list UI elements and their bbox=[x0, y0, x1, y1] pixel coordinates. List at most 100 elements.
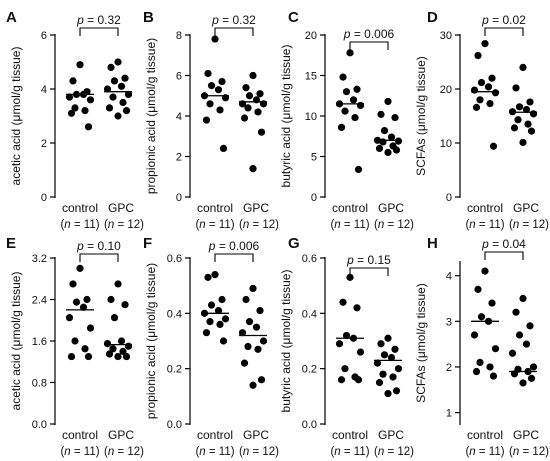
panel-d-point-gpc bbox=[514, 116, 522, 124]
panel-a-point-gpc bbox=[110, 77, 119, 85]
panel-g-ytick-label: 0.4 bbox=[302, 308, 317, 320]
panel-h-ytick-label: 4 bbox=[446, 271, 452, 283]
panel-h-point-gpc bbox=[512, 308, 520, 316]
panel-d-category-label: control bbox=[467, 201, 503, 215]
panel-e-p-value: p = 0.10 bbox=[76, 239, 121, 253]
panel-e-p-bracket bbox=[79, 253, 119, 262]
panel-h-point-control bbox=[489, 372, 498, 380]
panel-e-point-control bbox=[69, 280, 77, 288]
panel-f-point-gpc bbox=[249, 381, 257, 389]
panel-a-n-label: (n = 12) bbox=[104, 219, 144, 231]
panel-a-ytick-label: 2 bbox=[41, 138, 47, 150]
panel-f-n-label: (n = 11) bbox=[195, 446, 234, 458]
panel-f-ylabel: propionic acid (μmol/g tissue) bbox=[144, 263, 158, 419]
panel-e-ytick-label: 1.6 bbox=[32, 336, 47, 348]
panel-c-category-label: GPC bbox=[378, 201, 404, 215]
panel-f-point-control bbox=[221, 315, 230, 323]
panel-d-point-gpc bbox=[512, 84, 520, 92]
panel-g-point-gpc bbox=[384, 334, 392, 342]
panel-b-ytick-label: 4 bbox=[176, 111, 182, 123]
panel-e-point-gpc bbox=[110, 314, 119, 322]
panel-d-category-label: GPC bbox=[513, 201, 539, 215]
panel-b-point-control bbox=[204, 69, 212, 78]
panel-g-point-gpc bbox=[392, 387, 401, 395]
panel-c-ytick-label: 0 bbox=[311, 192, 317, 204]
panel-f-point-gpc bbox=[242, 295, 250, 304]
panel-h-point-control bbox=[474, 285, 482, 293]
panel-d-point-control bbox=[474, 51, 482, 60]
panel-e-ytick-label: 0.8 bbox=[32, 378, 47, 390]
panel-g-point-gpc bbox=[384, 389, 392, 398]
panel-h-n-label: (n = 12) bbox=[509, 446, 549, 458]
panel-g-p-bracket bbox=[349, 267, 389, 276]
panel-e-point-control bbox=[83, 295, 91, 304]
panel-g-point-gpc bbox=[387, 354, 396, 362]
panel-a-p-bracket bbox=[79, 27, 119, 36]
panel-d-p-value: p = 0.02 bbox=[481, 13, 526, 27]
panel-e-point-gpc bbox=[109, 345, 117, 353]
panel-d-ytick-label: 30 bbox=[440, 30, 452, 42]
panel-c-point-gpc bbox=[379, 138, 387, 146]
panel-d-point-control bbox=[470, 86, 479, 94]
panel-d-point-gpc bbox=[527, 127, 536, 135]
panel-d-ylabel: SCFAs (μmol/g tissue) bbox=[414, 56, 428, 176]
panel-c-point-control bbox=[354, 165, 363, 174]
panel-g-point-control bbox=[342, 331, 351, 340]
panel-d-n-label: (n = 12) bbox=[509, 219, 549, 231]
panel-g-letter: G bbox=[288, 235, 300, 252]
panel-g-point-gpc bbox=[373, 359, 382, 367]
panel-c-point-control bbox=[356, 101, 365, 110]
panel-b-point-control bbox=[214, 86, 223, 94]
panel-b-point-control bbox=[216, 106, 224, 114]
panel-e-point-control bbox=[72, 298, 81, 306]
panel-h-point-control bbox=[491, 345, 500, 353]
panel-d-n-label: (n = 11) bbox=[465, 219, 504, 231]
panel-a-point-gpc bbox=[122, 107, 131, 115]
panel-e-point-control bbox=[81, 345, 89, 353]
panel-h-n-label: (n = 11) bbox=[465, 446, 504, 458]
panel-f-n-label: (n = 12) bbox=[239, 446, 279, 458]
panel-g-ytick-label: 0.2 bbox=[302, 364, 317, 376]
panel-h-point-control bbox=[486, 363, 494, 371]
panel-c-point-gpc bbox=[384, 97, 392, 106]
panel-h-point-control bbox=[477, 313, 486, 321]
panel-a-point-gpc bbox=[119, 98, 127, 107]
panel-a-point-gpc bbox=[121, 74, 129, 82]
panel-e-ylabel: acetic acid (μmol/g tissue) bbox=[9, 272, 23, 411]
panel-g-point-gpc bbox=[391, 345, 399, 353]
panel-c-point-gpc bbox=[387, 133, 396, 141]
panel-f-point-gpc bbox=[245, 318, 254, 326]
panel-h-p-bracket bbox=[484, 251, 524, 260]
panel-h-point-control bbox=[488, 299, 496, 307]
panel-h-point-control bbox=[476, 358, 484, 366]
panel-c-point-gpc bbox=[377, 110, 385, 118]
panel-b-point-control bbox=[206, 100, 214, 108]
panel-a-point-control bbox=[86, 96, 95, 104]
panel-e-point-gpc bbox=[114, 352, 122, 361]
panel-c-point-control bbox=[342, 88, 351, 96]
panel-d-point-control bbox=[488, 74, 496, 82]
panel-h-point-gpc bbox=[527, 374, 536, 382]
panel-c-point-gpc bbox=[375, 144, 384, 152]
panel-h-ylabel: SCFAs (μmol/g tissue) bbox=[414, 283, 428, 403]
panel-g-point-gpc bbox=[389, 373, 397, 381]
panel-a-ytick-label: 6 bbox=[41, 30, 47, 42]
panel-f-point-control bbox=[219, 337, 228, 345]
panel-e-ytick-label: 3.2 bbox=[32, 253, 47, 265]
panel-b-n-label: (n = 11) bbox=[195, 219, 234, 231]
panel-e-point-control bbox=[86, 324, 95, 332]
panel-c-point-gpc bbox=[380, 126, 389, 135]
panel-b-letter: B bbox=[143, 9, 154, 26]
panel-b-ylabel: propionic acid (μmol/g tissue) bbox=[144, 38, 158, 194]
panel-h-point-gpc bbox=[529, 363, 538, 371]
panel-g-point-control bbox=[346, 273, 354, 281]
panel-f-ytick-label: 0.4 bbox=[167, 308, 182, 320]
panel-h-ytick-label: 2 bbox=[446, 362, 452, 374]
panel-f-point-control bbox=[206, 318, 214, 326]
panel-g-point-gpc bbox=[379, 370, 387, 378]
panel-f-point-control bbox=[204, 273, 212, 281]
panel-a-n-label: (n = 11) bbox=[60, 219, 99, 231]
panel-f-point-gpc bbox=[252, 323, 261, 331]
panel-g-ytick-label: 0.0 bbox=[302, 419, 317, 431]
panel-f-category-label: control bbox=[197, 428, 233, 442]
